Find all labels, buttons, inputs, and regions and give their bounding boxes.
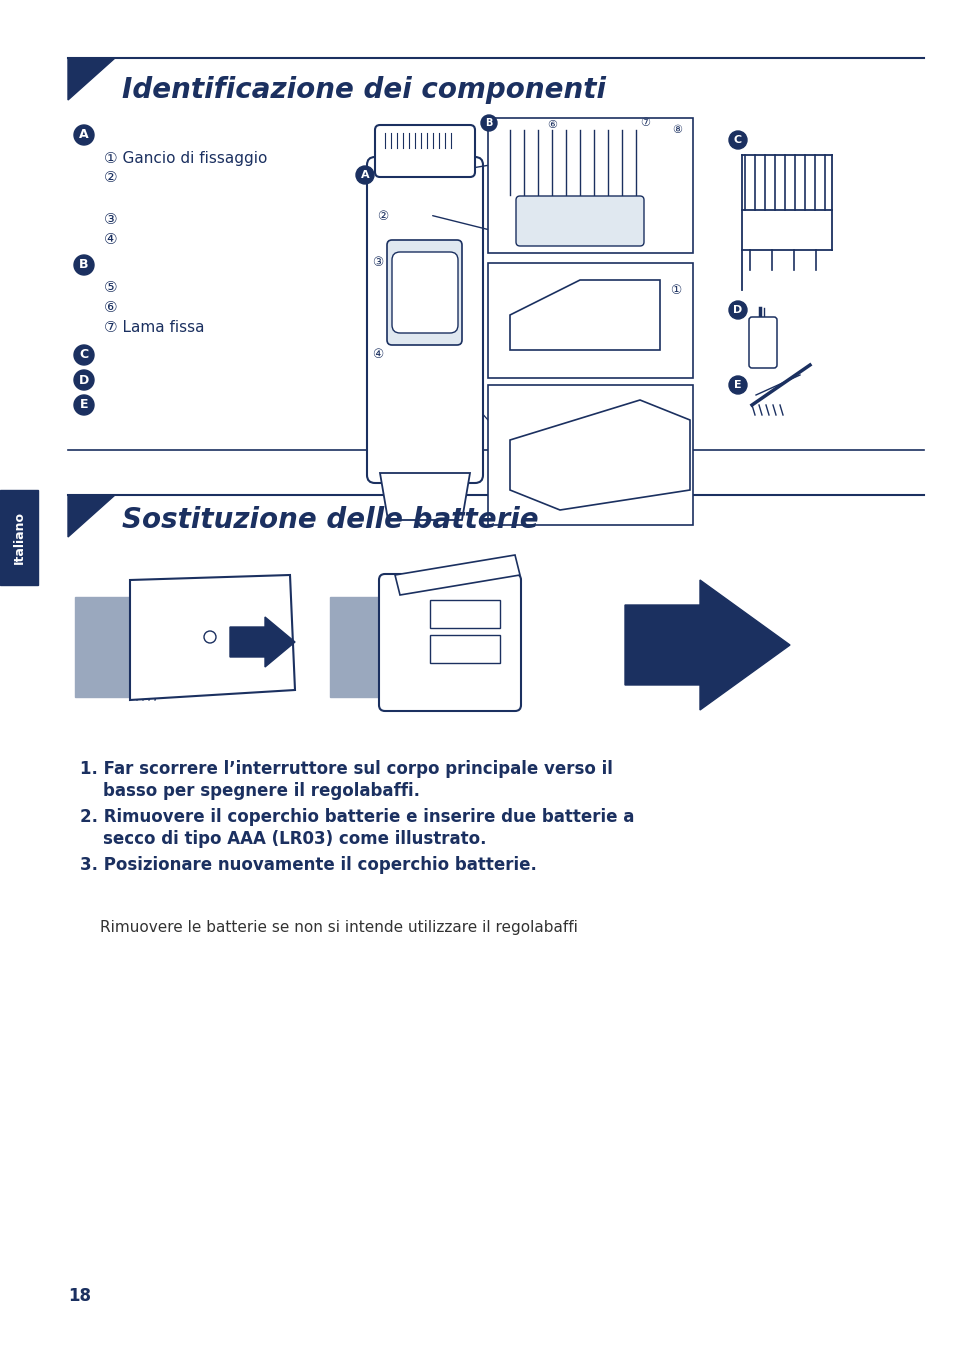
Polygon shape [510,399,689,510]
Text: ⑦ Lama fissa: ⑦ Lama fissa [104,320,204,335]
Text: Italiano: Italiano [12,511,26,564]
Circle shape [74,395,94,416]
Text: Rimuovere le batterie se non si intende utilizzare il regolabaffi: Rimuovere le batterie se non si intende … [100,920,578,935]
Polygon shape [130,576,294,699]
Text: ①: ① [669,284,680,296]
FancyBboxPatch shape [387,239,461,346]
Bar [0,490,38,585]
Text: +: + [489,609,498,619]
Text: B: B [485,118,492,128]
Circle shape [728,377,746,394]
Circle shape [480,116,497,130]
Circle shape [74,125,94,145]
Text: ⑥: ⑥ [546,120,557,130]
Text: E: E [734,381,741,390]
Text: 3. Posizionare nuovamente il coperchio batterie.: 3. Posizionare nuovamente il coperchio b… [80,855,537,874]
Circle shape [728,301,746,319]
Polygon shape [379,473,470,521]
Text: ④: ④ [372,348,383,362]
Text: ④: ④ [619,418,631,432]
Text: ⑥: ⑥ [104,300,117,316]
Bar [330,597,410,697]
Text: B: B [79,258,89,272]
Polygon shape [68,495,115,537]
FancyBboxPatch shape [367,157,482,483]
FancyBboxPatch shape [378,574,520,712]
Text: ③: ③ [104,213,117,227]
Text: A: A [79,129,89,141]
Text: D: D [733,305,741,315]
Text: A: A [360,169,369,180]
FancyBboxPatch shape [375,125,475,178]
Text: ③: ③ [372,257,383,269]
Bar [430,600,499,628]
Bar [488,385,692,525]
Bar [430,635,499,663]
Text: Identificazione dei componenti: Identificazione dei componenti [122,77,605,104]
Text: Sostituzione delle batterie: Sostituzione delle batterie [122,506,538,534]
Text: secco di tipo AAA (LR03) come illustrato.: secco di tipo AAA (LR03) come illustrato… [80,830,486,847]
Text: ②: ② [376,211,388,223]
FancyBboxPatch shape [748,317,776,369]
Text: C: C [79,348,89,362]
Polygon shape [230,617,294,667]
Text: 2. Rimuovere il coperchio batterie e inserire due batterie a: 2. Rimuovere il coperchio batterie e ins… [80,808,634,826]
FancyBboxPatch shape [392,252,457,334]
Text: ②: ② [104,171,117,186]
Circle shape [355,165,374,184]
Text: D: D [79,374,89,386]
Circle shape [74,256,94,274]
Text: C: C [733,134,741,145]
Polygon shape [68,58,115,100]
Text: ④: ④ [104,233,117,247]
Text: ⑤: ⑤ [104,281,117,296]
Circle shape [74,346,94,364]
Text: −: − [489,644,498,654]
Circle shape [728,130,746,149]
Bar [75,597,165,697]
Polygon shape [395,555,519,594]
Text: E: E [80,398,89,412]
Polygon shape [510,280,659,350]
Polygon shape [624,580,789,710]
FancyBboxPatch shape [516,196,643,246]
Text: 18: 18 [68,1287,91,1305]
Text: basso per spegnere il regolabaffi.: basso per spegnere il regolabaffi. [80,781,419,800]
Bar [488,264,692,378]
Text: ⑧: ⑧ [671,125,681,134]
Bar [488,118,692,253]
Text: ⑦: ⑦ [639,118,649,128]
Circle shape [74,370,94,390]
Text: 1. Far scorrere l’interruttore sul corpo principale verso il: 1. Far scorrere l’interruttore sul corpo… [80,760,612,777]
Text: ① Gancio di fissaggio: ① Gancio di fissaggio [104,151,267,165]
